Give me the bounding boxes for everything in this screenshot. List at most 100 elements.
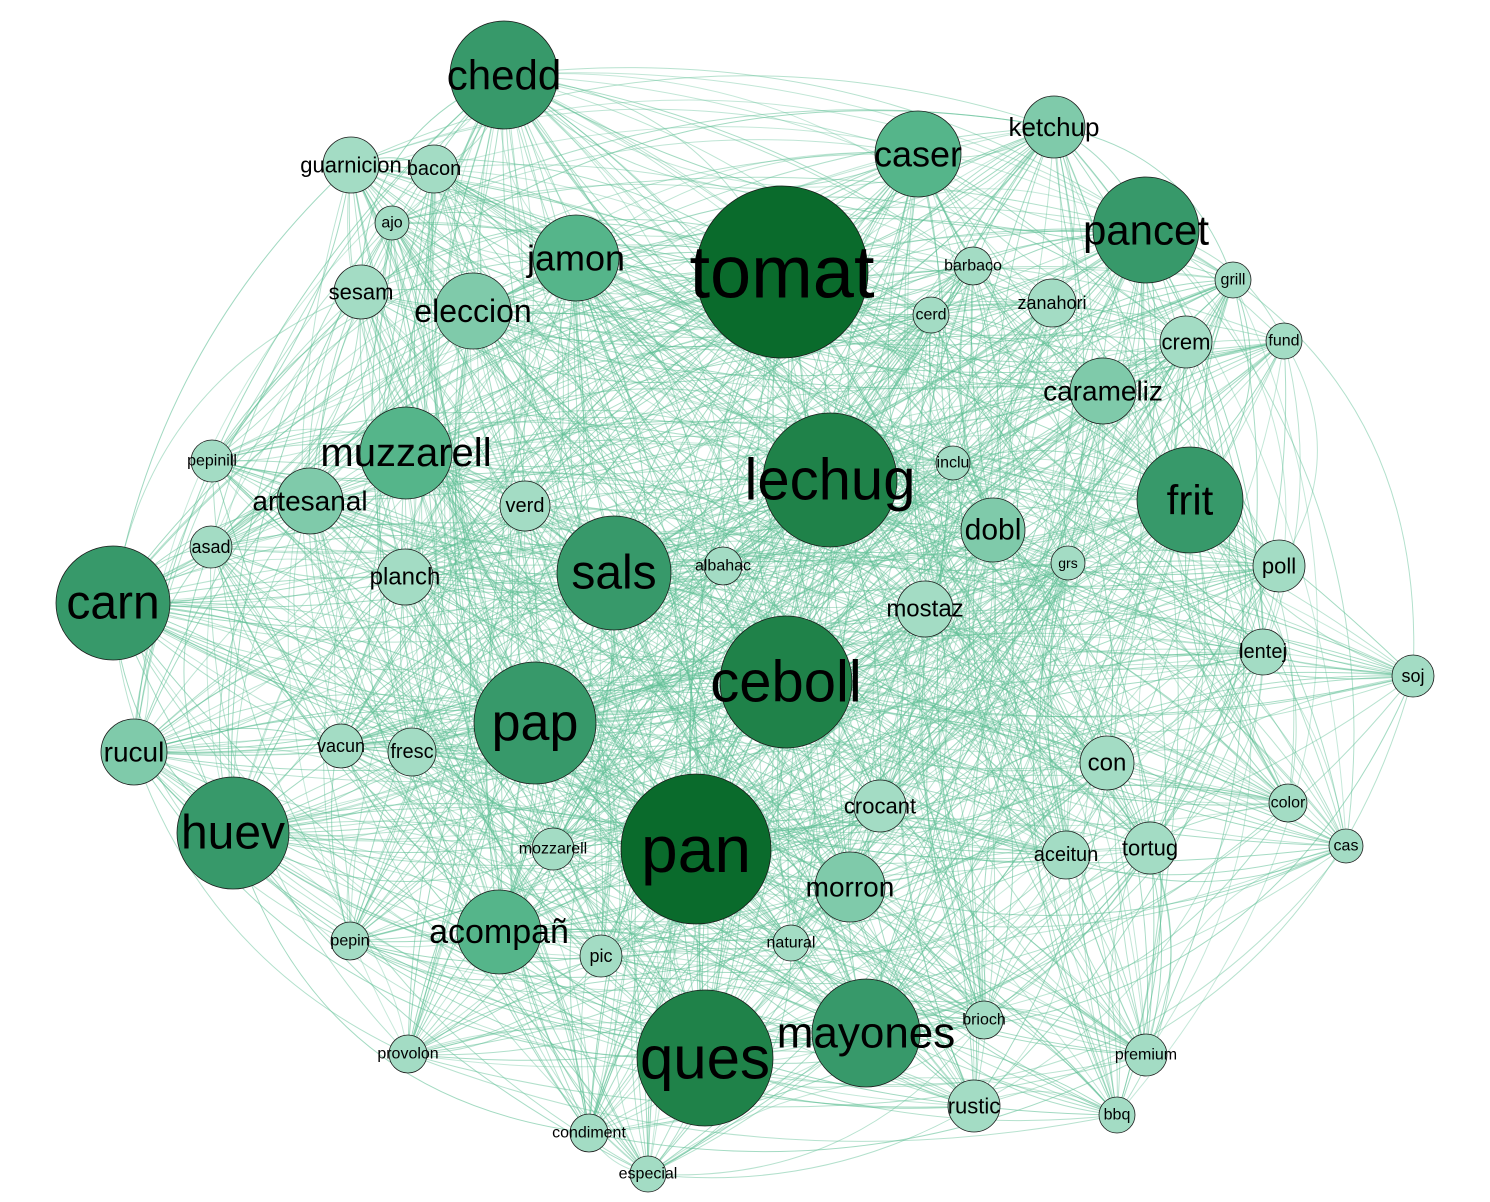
node-zanahori[interactable]: zanahori bbox=[1017, 278, 1087, 328]
node-brioch[interactable]: brioch bbox=[962, 1000, 1006, 1040]
edge-natural-provolon bbox=[407, 942, 792, 1056]
node-color[interactable]: color bbox=[1268, 783, 1308, 823]
node-crocant[interactable]: crocant bbox=[844, 779, 916, 833]
node-jamon[interactable]: jamon bbox=[526, 214, 625, 302]
node-circle-soj bbox=[1391, 654, 1435, 698]
node-premium[interactable]: premium bbox=[1115, 1033, 1177, 1077]
edge-caser-guarnicion bbox=[350, 108, 919, 166]
node-soj[interactable]: soj bbox=[1391, 654, 1435, 698]
node-artesanal[interactable]: artesanal bbox=[252, 467, 368, 535]
node-carn[interactable]: carn bbox=[55, 545, 171, 661]
node-huev[interactable]: huev bbox=[176, 776, 290, 890]
edge-chedd-asad bbox=[210, 74, 505, 548]
node-inclu[interactable]: inclu bbox=[935, 445, 971, 481]
node-tomat[interactable]: tomat bbox=[689, 185, 875, 359]
node-crem[interactable]: crem bbox=[1159, 315, 1213, 369]
node-rustic[interactable]: rustic bbox=[947, 1079, 1001, 1133]
edge-frit-premium bbox=[1145, 499, 1252, 1056]
node-barbaco[interactable]: barbaco bbox=[944, 246, 1002, 286]
edge-premium-grill bbox=[1113, 279, 1234, 1056]
node-fund[interactable]: fund bbox=[1265, 322, 1303, 360]
node-dobl[interactable]: dobl bbox=[960, 497, 1026, 563]
node-chedd[interactable]: chedd bbox=[447, 20, 561, 130]
node-asad[interactable]: asad bbox=[189, 525, 233, 569]
edge-acompan-sesam bbox=[360, 291, 546, 933]
edge-carn-bbq bbox=[112, 602, 1118, 1116]
node-cerd[interactable]: cerd bbox=[912, 296, 950, 334]
node-pic[interactable]: pic bbox=[579, 934, 623, 978]
node-poll[interactable]: poll bbox=[1252, 539, 1306, 593]
node-label-tomat: tomat bbox=[689, 231, 875, 314]
edge-soj-cerd bbox=[930, 314, 1414, 677]
edge-jamon-premium bbox=[575, 257, 1147, 1056]
node-muzzarell[interactable]: muzzarell bbox=[320, 406, 492, 500]
node-fresc[interactable]: fresc bbox=[387, 727, 437, 777]
edge-carn-guarnicion bbox=[112, 164, 352, 604]
node-circle-ques bbox=[636, 989, 774, 1127]
node-cas[interactable]: cas bbox=[1328, 828, 1364, 864]
node-aceitun[interactable]: aceitun bbox=[1034, 830, 1099, 880]
node-vacun[interactable]: vacun bbox=[317, 723, 365, 769]
node-planch[interactable]: planch bbox=[370, 548, 441, 606]
node-lentej[interactable]: lentej bbox=[1239, 628, 1287, 676]
node-mayones[interactable]: mayones bbox=[777, 978, 956, 1088]
node-eleccion[interactable]: eleccion bbox=[414, 272, 532, 350]
node-ketchup[interactable]: ketchup bbox=[1008, 95, 1100, 159]
node-label-caser: caser bbox=[874, 134, 962, 175]
node-circle-cerd bbox=[912, 296, 950, 334]
edge-con-asad bbox=[210, 522, 1108, 764]
node-pancet[interactable]: pancet bbox=[1083, 176, 1209, 284]
edge-ceboll-condiment bbox=[580, 681, 787, 1134]
node-bacon[interactable]: bacon bbox=[407, 144, 462, 194]
node-especial[interactable]: especial bbox=[619, 1155, 678, 1193]
node-label-guarnicion: guarnicion bbox=[300, 153, 402, 178]
node-guarnicion[interactable]: guarnicion bbox=[300, 136, 402, 194]
edge-caser-jamon bbox=[575, 152, 919, 259]
node-verd[interactable]: verd bbox=[499, 480, 551, 532]
edge-lechug-chedd bbox=[503, 74, 831, 481]
node-ques[interactable]: ques bbox=[636, 989, 774, 1127]
edge-ceboll-huev bbox=[232, 681, 787, 837]
edge-artesanal-bacon bbox=[309, 168, 437, 502]
node-label-ceboll: ceboll bbox=[710, 650, 862, 715]
node-circle-rustic bbox=[947, 1079, 1001, 1133]
node-pan[interactable]: pan bbox=[620, 773, 772, 925]
node-label-sesam: sesam bbox=[329, 280, 394, 305]
edge-muzzarell-zanahori bbox=[405, 302, 1053, 475]
node-tortug[interactable]: tortug bbox=[1122, 821, 1178, 875]
edge-dobl-soj bbox=[992, 529, 1414, 680]
node-albahac[interactable]: albahac bbox=[695, 546, 751, 586]
node-morron[interactable]: morron bbox=[806, 851, 895, 923]
node-natural[interactable]: natural bbox=[767, 924, 816, 962]
node-label-premium: premium bbox=[1115, 1047, 1177, 1064]
node-circle-dobl bbox=[960, 497, 1026, 563]
node-lechug[interactable]: lechug bbox=[745, 412, 916, 548]
node-mozzarell[interactable]: mozzarell bbox=[519, 827, 587, 871]
node-ceboll[interactable]: ceboll bbox=[710, 615, 862, 749]
edge-jamon-asad bbox=[210, 257, 577, 548]
node-ajo[interactable]: ajo bbox=[374, 205, 410, 241]
node-mostaz[interactable]: mostaz bbox=[886, 580, 964, 638]
node-bbq[interactable]: bbq bbox=[1098, 1096, 1136, 1134]
node-circle-zanahori bbox=[1027, 278, 1077, 328]
node-frit[interactable]: frit bbox=[1136, 446, 1244, 554]
node-label-eleccion: eleccion bbox=[414, 293, 531, 329]
node-caser[interactable]: caser bbox=[874, 110, 962, 198]
node-label-mayones: mayones bbox=[777, 1009, 956, 1058]
node-pap[interactable]: pap bbox=[473, 661, 597, 785]
node-grill[interactable]: grill bbox=[1214, 261, 1252, 299]
node-sesam[interactable]: sesam bbox=[329, 264, 394, 320]
node-carameliz[interactable]: carameliz bbox=[1043, 357, 1163, 425]
node-sals[interactable]: sals bbox=[556, 515, 672, 631]
node-rucul[interactable]: rucul bbox=[100, 718, 168, 786]
node-grs[interactable]: grs bbox=[1050, 545, 1086, 581]
edge-pic-natural bbox=[600, 927, 792, 957]
node-pepin[interactable]: pepin bbox=[330, 921, 370, 961]
node-condiment[interactable]: condiment bbox=[552, 1113, 626, 1153]
edge-caser-eleccion bbox=[472, 152, 919, 312]
edge-jamon-aceitun bbox=[575, 257, 1067, 856]
node-con[interactable]: con bbox=[1079, 735, 1135, 791]
node-pepinill[interactable]: pepinill bbox=[187, 439, 237, 483]
node-acompan[interactable]: acompañ bbox=[429, 889, 569, 975]
node-provolon[interactable]: provolon bbox=[377, 1034, 439, 1074]
